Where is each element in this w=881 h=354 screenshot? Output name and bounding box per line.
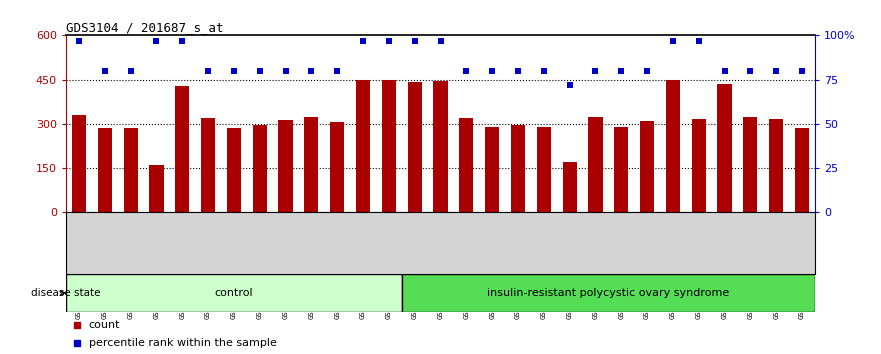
Bar (278, 120, 292, 212)
Point (744, 68, 758, 74)
Bar (433, 80, 448, 212)
Point (537, 68, 551, 74)
Point (769, 68, 783, 74)
Bar (381, 80, 396, 212)
Bar (640, 121, 655, 212)
Point (72, 38, 86, 44)
Bar (226, 128, 241, 212)
Point (201, 68, 215, 74)
Point (253, 68, 267, 74)
Point (459, 68, 473, 74)
Bar (253, 125, 267, 212)
Text: disease state: disease state (31, 288, 100, 298)
Bar (666, 80, 680, 212)
Bar (304, 116, 319, 212)
Bar (769, 119, 783, 212)
Bar (537, 127, 551, 212)
Point (614, 68, 628, 74)
Bar (614, 127, 628, 212)
Bar (150, 165, 164, 212)
Bar (744, 116, 758, 212)
Point (356, 38, 370, 44)
Point (330, 68, 344, 74)
Point (304, 68, 318, 74)
Point (589, 68, 603, 74)
Bar (356, 80, 370, 212)
Bar (562, 162, 577, 212)
Bar (459, 118, 473, 212)
Bar (123, 128, 137, 212)
Point (123, 68, 137, 74)
Point (692, 38, 706, 44)
Bar (330, 121, 344, 212)
Point (408, 38, 422, 44)
Bar (408, 82, 422, 212)
Point (640, 68, 654, 74)
Point (227, 68, 241, 74)
Bar (175, 86, 189, 212)
Point (150, 38, 164, 44)
Text: control: control (215, 288, 253, 298)
Point (98, 68, 112, 74)
Bar (485, 127, 500, 212)
Text: percentile rank within the sample: percentile rank within the sample (88, 338, 277, 348)
Text: insulin-resistant polycystic ovary syndrome: insulin-resistant polycystic ovary syndr… (487, 288, 729, 298)
Point (485, 68, 500, 74)
Bar (511, 125, 525, 212)
Point (666, 38, 680, 44)
Bar (402, 274, 815, 312)
Bar (717, 84, 731, 212)
Point (563, 82, 577, 88)
Bar (66, 274, 402, 312)
Bar (795, 128, 809, 212)
Bar (72, 115, 86, 212)
Point (795, 68, 809, 74)
Bar (692, 120, 706, 212)
Bar (589, 116, 603, 212)
Point (381, 38, 396, 44)
Point (278, 68, 292, 74)
Point (175, 38, 189, 44)
Bar (98, 128, 112, 212)
Point (717, 68, 731, 74)
Bar (201, 118, 215, 212)
Text: GDS3104 / 201687_s_at: GDS3104 / 201687_s_at (66, 21, 224, 34)
Point (433, 38, 448, 44)
Text: count: count (88, 320, 120, 330)
Point (511, 68, 525, 74)
